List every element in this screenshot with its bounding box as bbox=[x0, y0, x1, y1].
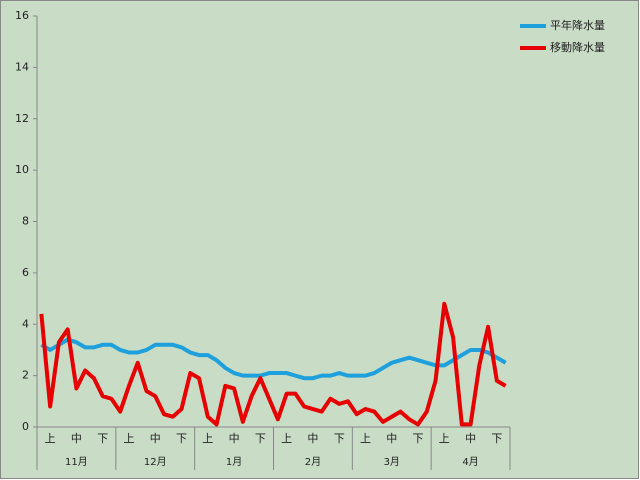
y-tick-label: 14 bbox=[15, 60, 29, 73]
x-tick-label: 下 bbox=[97, 432, 108, 445]
x-tick-label: 上 bbox=[439, 432, 450, 445]
x-group-label: 2月 bbox=[305, 456, 321, 468]
x-tick-label: 中 bbox=[307, 432, 318, 445]
x-tick-label: 上 bbox=[45, 432, 56, 445]
y-tick-label: 12 bbox=[15, 112, 29, 125]
x-tick-label: 下 bbox=[334, 432, 345, 445]
series-line bbox=[39, 301, 507, 427]
legend-label: 平年降水量 bbox=[550, 18, 605, 32]
y-tick-label: 16 bbox=[15, 9, 29, 22]
y-tick-label: 10 bbox=[15, 163, 29, 176]
x-tick-label: 中 bbox=[229, 432, 240, 445]
x-tick-label: 下 bbox=[491, 432, 502, 445]
x-group-label: 4月 bbox=[462, 456, 478, 468]
y-tick-label: 6 bbox=[22, 266, 29, 279]
y-tick-label: 4 bbox=[22, 317, 29, 330]
x-tick-label: 上 bbox=[360, 432, 371, 445]
x-tick-label: 中 bbox=[386, 432, 397, 445]
x-tick-label: 下 bbox=[176, 432, 187, 445]
x-group-label: 11月 bbox=[65, 456, 88, 468]
legend-label: 移動降水量 bbox=[550, 40, 605, 54]
x-tick-label: 下 bbox=[413, 432, 424, 445]
x-tick-label: 下 bbox=[255, 432, 266, 445]
x-tick-label: 上 bbox=[281, 432, 292, 445]
y-tick-label: 0 bbox=[22, 420, 29, 433]
x-group-label: 3月 bbox=[384, 456, 400, 468]
x-group-label: 12月 bbox=[144, 456, 167, 468]
x-tick-label: 上 bbox=[202, 432, 213, 445]
x-tick-label: 中 bbox=[465, 432, 476, 445]
y-tick-label: 8 bbox=[22, 215, 29, 228]
y-tick-label: 2 bbox=[22, 369, 29, 382]
x-group-label: 1月 bbox=[226, 456, 242, 468]
x-tick-label: 中 bbox=[150, 432, 161, 445]
x-tick-label: 上 bbox=[123, 432, 134, 445]
x-tick-label: 中 bbox=[71, 432, 82, 445]
series-line bbox=[40, 337, 507, 381]
